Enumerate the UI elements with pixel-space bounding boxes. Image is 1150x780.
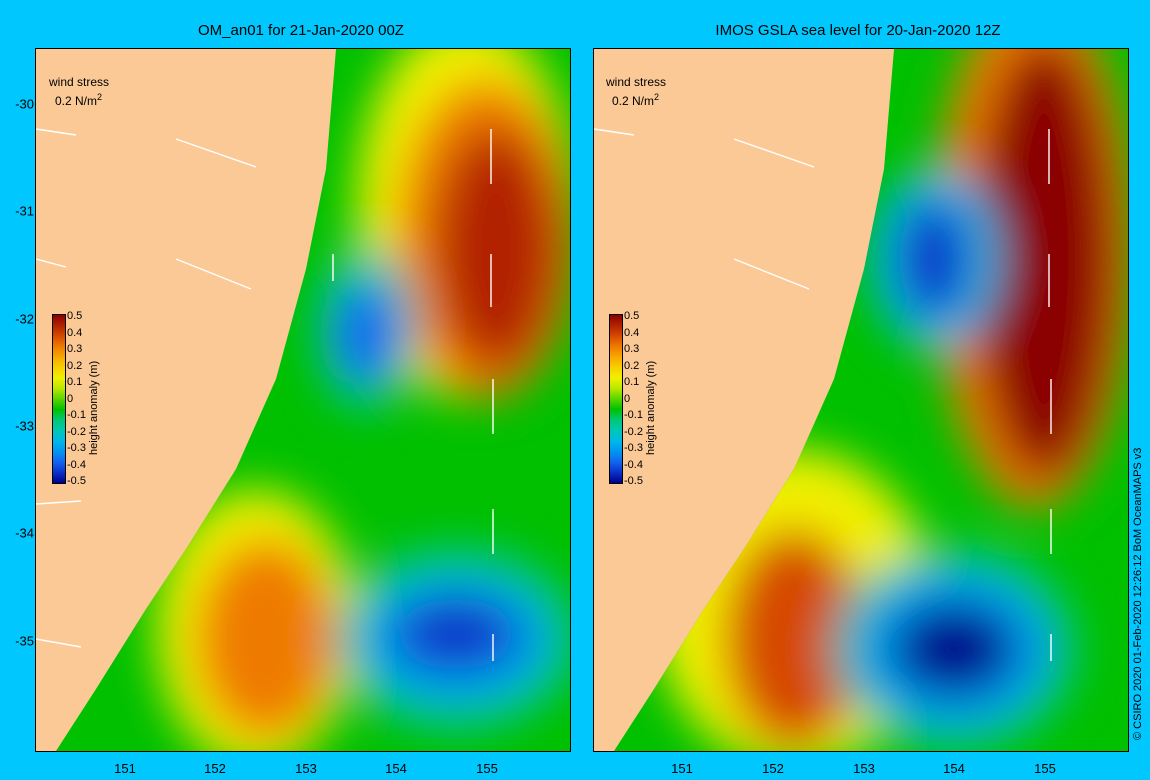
colorbar-tick-label: 0.3	[624, 343, 640, 355]
colorbar-tick-label: 0	[624, 392, 631, 405]
colorbar-tick-label: -0.1	[67, 409, 86, 421]
lat-tick-label: -32	[15, 311, 34, 327]
lon-tick-label: 153	[295, 761, 317, 776]
colorbar-tick-label: 0.5	[67, 310, 83, 322]
lat-tick-label: -34	[15, 525, 34, 541]
sea-level-map-left	[36, 49, 570, 751]
lat-tick-label: -33	[15, 418, 34, 434]
colorbar-tick-label: 0.4	[624, 326, 640, 339]
colorbar-tick-label: -0.3	[624, 442, 643, 454]
colorbar-title-left: height anomaly (m)	[88, 360, 100, 455]
wind-legend-exponent: 2	[97, 92, 103, 102]
wind-arrows-right	[594, 128, 1052, 661]
colorbar-tick-label: -0.5	[67, 475, 86, 487]
wind-legend-value: 0.2 N/m	[612, 94, 655, 108]
colorbar-tick-label: 0.2	[67, 359, 83, 372]
colorbar-tick-label: 0.3	[67, 343, 83, 355]
map-panel-right[interactable]	[593, 48, 1129, 752]
colorbar-tick-label: 0.1	[624, 376, 640, 388]
colorbar-tick-label: -0.2	[624, 425, 643, 438]
credit-text: © CSIRO 2020 01-Feb-2020 12:26:12 BoM Oc…	[1132, 447, 1144, 740]
colorbar-left	[52, 314, 66, 484]
colorbar-tick-label: -0.1	[624, 409, 643, 421]
wind-legend-value: 0.2 N/m	[55, 94, 98, 108]
wind-arrows	[36, 128, 494, 661]
panel-title-right: IMOS GSLA sea level for 20-Jan-2020 12Z	[715, 22, 1001, 39]
colorbar-tick-label: -0.2	[67, 425, 86, 438]
lon-tick-label: 151	[114, 761, 136, 776]
colorbar-tick-label: 0.1	[67, 376, 83, 388]
wind-legend-right: wind stress 0.2 N/m2	[606, 75, 666, 109]
colorbar-tick-label: 0.5	[624, 310, 640, 322]
wind-legend-label: wind stress	[606, 75, 667, 89]
colorbar-tick-label: -0.4	[67, 458, 86, 471]
colorbar-tick-label: 0.4	[67, 326, 83, 339]
lon-tick-label: 154	[385, 761, 407, 776]
colorbar-right	[609, 314, 623, 484]
lon-tick-label: 155	[476, 761, 498, 776]
lon-tick-label: 155	[1034, 761, 1056, 776]
colorbar-title-right: height anomaly (m)	[645, 360, 657, 455]
lon-tick-label: 151	[671, 761, 693, 776]
sea-level-map-right	[594, 49, 1128, 751]
lon-tick-label: 154	[943, 761, 965, 776]
panel-title-left: OM_an01 for 21-Jan-2020 00Z	[198, 22, 404, 39]
lon-tick-label: 152	[762, 761, 784, 776]
lon-tick-label: 153	[853, 761, 875, 776]
colorbar-tick-label: -0.5	[624, 475, 643, 487]
map-panel-left[interactable]	[35, 48, 571, 752]
lat-tick-label: -35	[15, 633, 34, 649]
lat-tick-label: -30	[15, 96, 34, 112]
lon-tick-label: 152	[204, 761, 226, 776]
colorbar-tick-label: -0.3	[67, 442, 86, 454]
colorbar-tick-label: -0.4	[624, 458, 643, 471]
wind-legend-left: wind stress 0.2 N/m2	[49, 75, 109, 109]
colorbar-tick-label: 0.2	[624, 359, 640, 372]
wind-legend-exponent: 2	[654, 92, 660, 102]
lat-tick-label: -31	[15, 203, 34, 219]
wind-legend-label: wind stress	[49, 75, 110, 89]
colorbar-tick-label: 0	[67, 392, 74, 405]
